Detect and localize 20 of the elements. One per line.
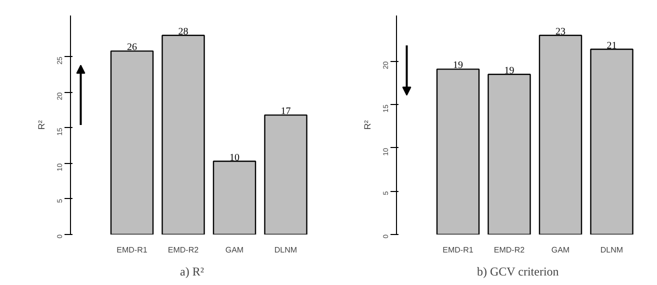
- x-tick-label: GAM: [225, 246, 244, 254]
- data-label: 10: [230, 152, 240, 164]
- y-axis-title: R²: [36, 120, 46, 130]
- text: a) R²: [180, 264, 204, 278]
- x-tick-label: EMD-R2: [494, 246, 526, 254]
- data-label: 17: [280, 106, 291, 118]
- x-tick-label: EMD-R1: [116, 246, 148, 254]
- x-tick-label: GAM: [551, 246, 570, 254]
- data-label: 21: [606, 40, 617, 52]
- data-label: 28: [178, 26, 188, 38]
- x-tick-label: DLNM: [274, 246, 298, 254]
- x-tick-label: EMD-R2: [168, 246, 200, 254]
- data-label: 19: [453, 60, 463, 72]
- data-label: 23: [556, 26, 566, 38]
- x-tick-label: EMD-R1: [442, 246, 474, 254]
- data-label: 19: [504, 65, 514, 76]
- x-tick-label: DLNM: [600, 246, 624, 254]
- text: b) GCV criterion: [477, 264, 559, 278]
- data-label: 26: [127, 42, 137, 54]
- y-axis-title: R²: [362, 120, 372, 130]
